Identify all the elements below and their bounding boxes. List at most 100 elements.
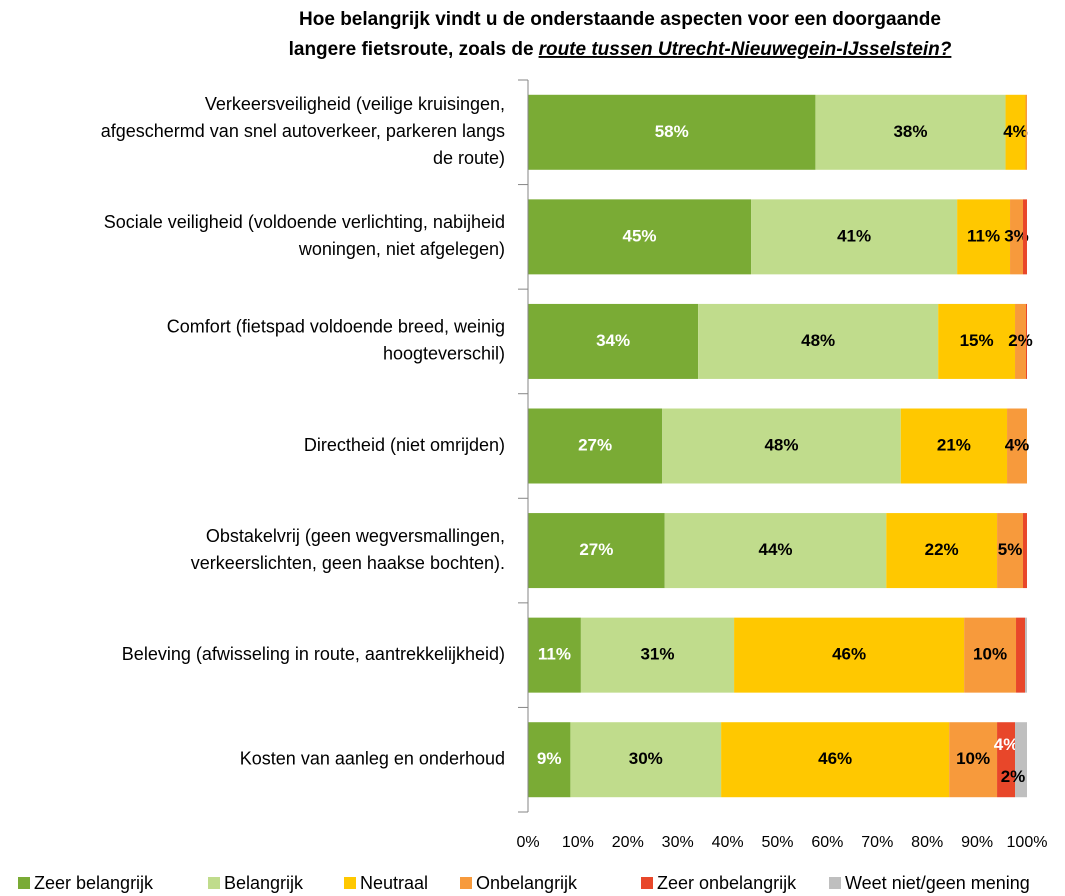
data-label: 9% bbox=[537, 749, 562, 768]
x-tick-label: 100% bbox=[1007, 834, 1048, 851]
chart-title-emphasis: route tussen Utrecht-Nieuwegein-IJsselst… bbox=[539, 39, 952, 60]
legend-swatch bbox=[18, 877, 30, 889]
x-tick-label: 60% bbox=[811, 834, 843, 851]
bar-segment bbox=[1023, 199, 1027, 275]
y-tick-label: Verkeersveiligheid (veilige kruisingen, bbox=[205, 94, 505, 114]
legend-label: Onbelangrijk bbox=[476, 873, 578, 893]
chart-title: Hoe belangrijk vindt u de onderstaande a… bbox=[299, 9, 941, 30]
data-label: 4% bbox=[1005, 435, 1030, 454]
data-label: 2% bbox=[1001, 767, 1026, 786]
data-label: 4% bbox=[1003, 122, 1028, 141]
chart-title: langere fietsroute, zoals de route tussen… bbox=[289, 39, 952, 60]
bar-segment bbox=[1010, 199, 1024, 275]
legend-label: Weet niet/geen mening bbox=[845, 873, 1030, 893]
bar-segment bbox=[580, 617, 735, 693]
data-label: 30% bbox=[629, 749, 663, 768]
bar-segment bbox=[997, 513, 1024, 589]
data-label: 45% bbox=[623, 226, 657, 245]
y-tick-label: afgeschermd van snel autoverkeer, parker… bbox=[101, 121, 505, 141]
data-label: 11% bbox=[967, 226, 1000, 245]
data-label: 34% bbox=[596, 331, 630, 350]
legend-label: Zeer onbelangrijk bbox=[657, 873, 797, 893]
data-label: 2% bbox=[1008, 331, 1033, 350]
bar-segment bbox=[528, 513, 665, 589]
x-tick-label: 10% bbox=[562, 834, 594, 851]
bar-segment bbox=[528, 408, 663, 484]
data-label: 11% bbox=[538, 645, 571, 664]
data-label: 38% bbox=[893, 122, 927, 141]
y-tick-label: Obstakelvrij (geen wegversmallingen, bbox=[206, 526, 505, 546]
legend-swatch bbox=[208, 877, 220, 889]
bar-segment bbox=[957, 199, 1011, 275]
data-label: 22% bbox=[925, 540, 959, 559]
y-tick-label: woningen, niet afgelegen) bbox=[298, 239, 505, 259]
x-tick-label: 0% bbox=[516, 834, 539, 851]
x-tick-label: 30% bbox=[662, 834, 694, 851]
bar-segment bbox=[938, 303, 1016, 379]
legend-label: Zeer belangrijk bbox=[34, 873, 154, 893]
data-label: 31% bbox=[640, 645, 674, 664]
y-tick-label: Comfort (fietspad voldoende breed, weini… bbox=[167, 317, 505, 337]
x-tick-label: 90% bbox=[961, 834, 993, 851]
bar-segment bbox=[528, 303, 699, 379]
x-tick-label: 80% bbox=[911, 834, 943, 851]
data-label: 27% bbox=[578, 435, 612, 454]
data-label: 46% bbox=[832, 645, 866, 664]
bar-segment bbox=[949, 722, 998, 798]
bar-segment bbox=[1016, 617, 1026, 693]
bar-segment bbox=[1015, 722, 1027, 798]
bar-segment bbox=[664, 513, 887, 589]
x-tick-label: 20% bbox=[612, 834, 644, 851]
data-label: 48% bbox=[764, 435, 798, 454]
y-tick-label: de route) bbox=[433, 148, 505, 168]
bar-segment bbox=[1015, 303, 1027, 379]
legend-swatch bbox=[460, 877, 472, 889]
bar-segment bbox=[1026, 303, 1027, 379]
bar-segment bbox=[734, 617, 965, 693]
data-label: 46% bbox=[818, 749, 852, 768]
data-label: 15% bbox=[960, 331, 994, 350]
data-label: 5% bbox=[998, 540, 1023, 559]
bar-segment bbox=[662, 408, 901, 484]
bar-segment bbox=[721, 722, 950, 798]
y-tick-label: Kosten van aanleg en onderhoud bbox=[240, 748, 505, 768]
bar-segment bbox=[964, 617, 1017, 693]
bar-segment bbox=[1025, 94, 1027, 170]
bar-segment bbox=[570, 722, 722, 798]
bar-segment bbox=[1023, 513, 1027, 589]
y-tick-label: verkeerslichten, geen haakse bochten). bbox=[191, 553, 505, 573]
data-label: 10% bbox=[973, 645, 1007, 664]
y-tick-label: Sociale veiligheid (voldoende verlichtin… bbox=[104, 212, 505, 232]
bar-segment bbox=[997, 722, 1016, 798]
bar-segment bbox=[528, 199, 752, 275]
x-tick-label: 40% bbox=[712, 834, 744, 851]
data-label: 21% bbox=[937, 435, 971, 454]
chart-title: langere fietsroute, zoals de bbox=[289, 39, 534, 60]
y-tick-label: Beleving (afwisseling in route, aantrekk… bbox=[122, 644, 505, 664]
data-label: 41% bbox=[837, 226, 871, 245]
data-label: 27% bbox=[579, 540, 613, 559]
bar-segment bbox=[528, 722, 571, 798]
legend-swatch bbox=[344, 877, 356, 889]
data-label: 4% bbox=[994, 735, 1019, 754]
bar-segment bbox=[698, 303, 939, 379]
legend-label: Neutraal bbox=[360, 873, 428, 893]
y-tick-label: hoogteverschil) bbox=[383, 344, 505, 364]
data-label: 58% bbox=[655, 122, 689, 141]
data-label: 48% bbox=[801, 331, 835, 350]
bar-segment bbox=[900, 408, 1008, 484]
legend-swatch bbox=[641, 877, 653, 889]
y-tick-label: Directheid (niet omrijden) bbox=[304, 435, 505, 455]
x-tick-label: 50% bbox=[761, 834, 793, 851]
bar-segment bbox=[1007, 408, 1027, 484]
bar-segment bbox=[528, 617, 581, 693]
data-label: 44% bbox=[758, 540, 792, 559]
legend-swatch bbox=[829, 877, 841, 889]
legend-label: Belangrijk bbox=[224, 873, 304, 893]
data-label: 3% bbox=[1004, 226, 1029, 245]
bar-segment bbox=[886, 513, 998, 589]
x-tick-label: 70% bbox=[861, 834, 893, 851]
data-label: 10% bbox=[956, 749, 990, 768]
bar-segment bbox=[815, 94, 1006, 170]
